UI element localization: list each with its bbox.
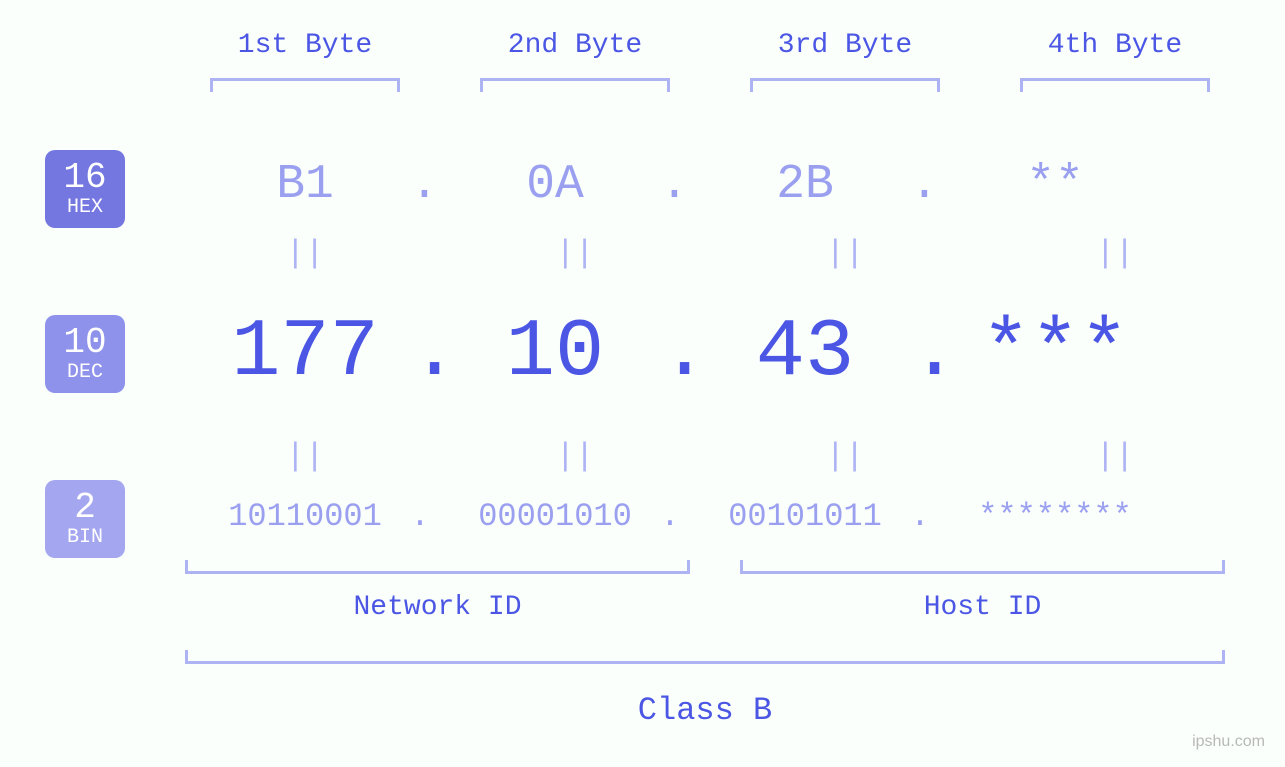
equals-dec-bin-4: || xyxy=(1095,438,1135,475)
class-label: Class B xyxy=(185,692,1225,729)
byte-bracket-4 xyxy=(1020,78,1210,92)
hex-badge-label: HEX xyxy=(67,198,103,218)
network-id-label: Network ID xyxy=(185,592,690,623)
byte-bracket-3 xyxy=(750,78,940,92)
byte-bracket-1 xyxy=(210,78,400,92)
dec-byte-3: 43 xyxy=(680,306,930,399)
bin-badge-num: 2 xyxy=(74,490,96,526)
host-id-bracket xyxy=(740,560,1225,574)
hex-byte-1: B1 xyxy=(180,158,430,212)
dec-sep-2: . xyxy=(660,306,680,399)
equals-dec-bin-2: || xyxy=(555,438,595,475)
dec-row: 177 . 10 . 43 . *** xyxy=(180,306,1180,399)
dec-byte-2: 10 xyxy=(430,306,680,399)
bin-badge: 2 BIN xyxy=(45,480,125,558)
hex-sep-1: . xyxy=(410,158,430,212)
equals-hex-dec-2: || xyxy=(555,235,595,272)
dec-sep-1: . xyxy=(410,306,430,399)
byte-header-4: 4th Byte xyxy=(990,30,1240,61)
dec-sep-3: . xyxy=(910,306,930,399)
equals-dec-bin-3: || xyxy=(825,438,865,475)
network-id-bracket xyxy=(185,560,690,574)
hex-row: B1 . 0A . 2B . ** xyxy=(180,158,1180,212)
hex-byte-3: 2B xyxy=(680,158,930,212)
byte-header-2: 2nd Byte xyxy=(450,30,700,61)
byte-header-3: 3rd Byte xyxy=(720,30,970,61)
equals-hex-dec-4: || xyxy=(1095,235,1135,272)
bin-sep-2: . xyxy=(660,498,680,535)
dec-badge-num: 10 xyxy=(63,325,106,361)
dec-byte-1: 177 xyxy=(180,306,430,399)
hex-byte-4: ** xyxy=(930,158,1180,212)
bin-sep-1: . xyxy=(410,498,430,535)
byte-bracket-2 xyxy=(480,78,670,92)
dec-byte-4: *** xyxy=(930,306,1180,399)
class-bracket xyxy=(185,650,1225,664)
bin-byte-3: 00101011 xyxy=(680,498,930,535)
equals-dec-bin-1: || xyxy=(285,438,325,475)
hex-sep-2: . xyxy=(660,158,680,212)
dec-badge: 10 DEC xyxy=(45,315,125,393)
hex-byte-2: 0A xyxy=(430,158,680,212)
bin-byte-2: 00001010 xyxy=(430,498,680,535)
equals-hex-dec-3: || xyxy=(825,235,865,272)
hex-badge-num: 16 xyxy=(63,160,106,196)
hex-badge: 16 HEX xyxy=(45,150,125,228)
bin-badge-label: BIN xyxy=(67,528,103,548)
bin-row: 10110001 . 00001010 . 00101011 . *******… xyxy=(180,498,1180,535)
watermark: ipshu.com xyxy=(1192,733,1265,751)
equals-hex-dec-1: || xyxy=(285,235,325,272)
byte-header-1: 1st Byte xyxy=(180,30,430,61)
host-id-label: Host ID xyxy=(740,592,1225,623)
hex-sep-3: . xyxy=(910,158,930,212)
bin-sep-3: . xyxy=(910,498,930,535)
dec-badge-label: DEC xyxy=(67,363,103,383)
bin-byte-1: 10110001 xyxy=(180,498,430,535)
bin-byte-4: ******** xyxy=(930,498,1180,535)
